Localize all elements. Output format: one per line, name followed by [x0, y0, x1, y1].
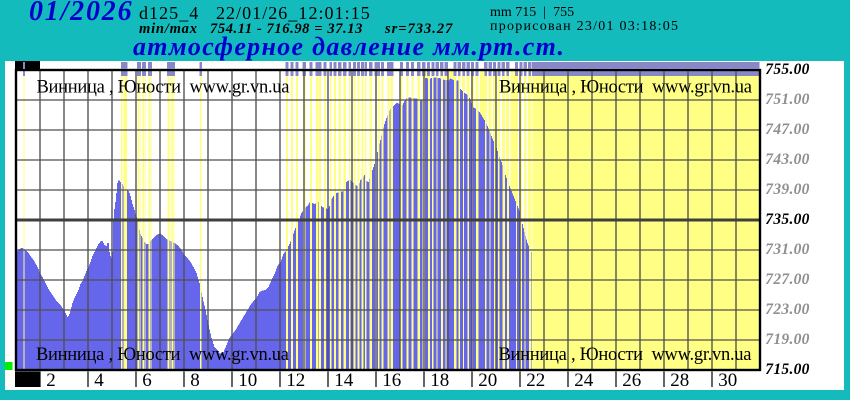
svg-text:735.00: 735.00: [765, 211, 809, 228]
svg-text:739.00: 739.00: [765, 181, 809, 198]
svg-text:Винница , Юности www.gr.vn.ua: Винница , Юности www.gr.vn.ua: [37, 78, 290, 98]
svg-text:4: 4: [94, 370, 104, 391]
svg-text:2: 2: [46, 370, 56, 391]
svg-text:743.00: 743.00: [765, 151, 809, 168]
svg-text:715.00: 715.00: [765, 361, 809, 378]
svg-text:16: 16: [382, 370, 401, 391]
svg-text:30: 30: [718, 370, 737, 391]
svg-text:731.00: 731.00: [765, 241, 809, 258]
svg-text:18: 18: [430, 370, 449, 391]
svg-text:24: 24: [574, 370, 594, 391]
svg-text:751.00: 751.00: [765, 91, 809, 108]
svg-text:755.00: 755.00: [765, 61, 809, 78]
svg-text:727.00: 727.00: [765, 271, 809, 288]
svg-text:8: 8: [190, 370, 200, 391]
svg-text:Винница , Юности www.gr.vn.ua: Винница , Юности www.gr.vn.ua: [36, 345, 289, 365]
svg-text:20: 20: [478, 370, 497, 391]
svg-text:Винница , Юности www.gr.vn.ua: Винница , Юности www.gr.vn.ua: [499, 78, 752, 98]
svg-text:10: 10: [238, 370, 257, 391]
svg-text:22: 22: [526, 370, 545, 391]
svg-text:6: 6: [142, 370, 152, 391]
svg-text:719.00: 719.00: [765, 331, 809, 348]
svg-text:723.00: 723.00: [765, 301, 809, 318]
svg-text:Винница , Юности www.gr.vn.ua: Винница , Юности www.gr.vn.ua: [499, 345, 752, 365]
svg-text:12: 12: [286, 370, 305, 391]
svg-text:14: 14: [334, 370, 354, 391]
svg-text:747.00: 747.00: [765, 121, 809, 138]
svg-text:28: 28: [670, 370, 689, 391]
svg-text:26: 26: [622, 370, 641, 391]
